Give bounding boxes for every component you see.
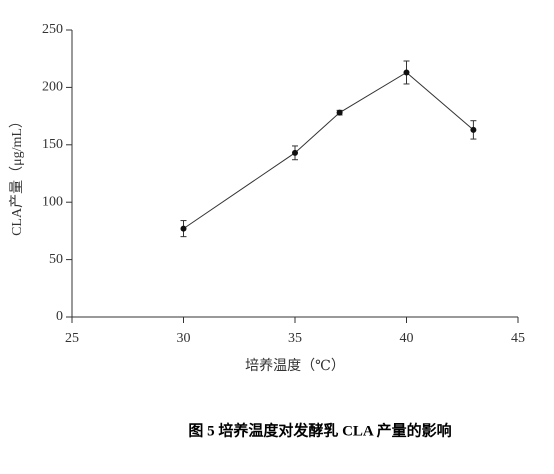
x-axis-label: 培养温度（℃）: [245, 358, 345, 374]
y-axis-label: CLA产量（μg/mL）: [9, 114, 25, 236]
data-point: [470, 126, 477, 133]
data-point: [336, 109, 343, 116]
x-tick-label: 25: [65, 331, 79, 346]
x-tick-label: 40: [400, 331, 414, 346]
chart-caption: 图 5 培养温度对发酵乳 CLA 产量的影响: [188, 421, 451, 439]
data-point: [292, 149, 298, 156]
y-tick-label: 200: [42, 80, 63, 95]
y-tick-label: 250: [42, 22, 63, 37]
x-tick-label: 45: [511, 331, 525, 346]
data-point: [180, 225, 187, 232]
y-tick-label: 0: [56, 309, 63, 324]
x-tick-label: 35: [288, 331, 302, 346]
x-tick-label: 30: [177, 331, 191, 346]
y-tick-label: 150: [42, 137, 63, 152]
y-tick-label: 100: [42, 194, 63, 209]
data-line: [183, 71, 474, 230]
y-tick-label: 50: [49, 252, 63, 267]
data-point: [403, 69, 410, 76]
